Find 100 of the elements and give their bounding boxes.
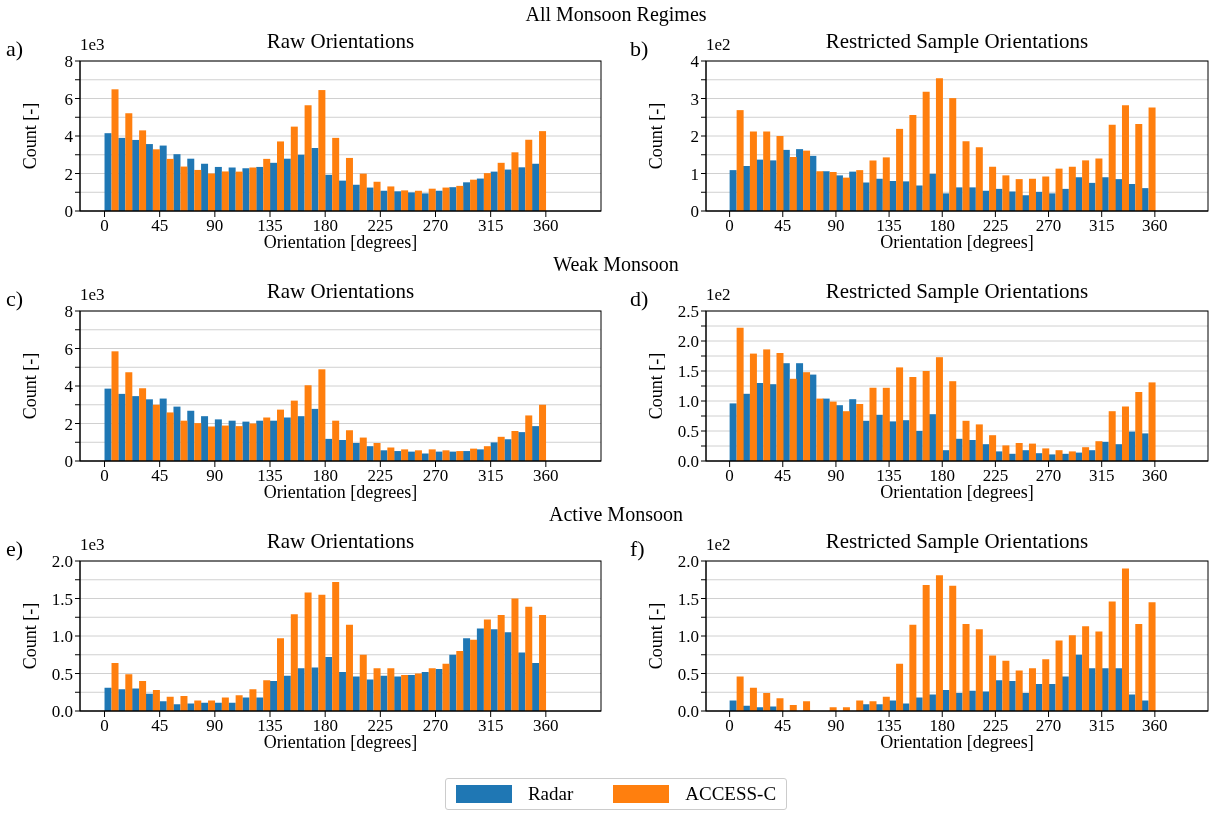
bar — [782, 149, 790, 211]
y-tick-label: 1.5 — [677, 362, 699, 382]
bar — [1028, 668, 1036, 711]
bar — [869, 160, 877, 211]
bar — [525, 415, 533, 461]
bar — [789, 378, 797, 461]
y-tick-label: 2.0 — [677, 332, 699, 352]
bar — [803, 701, 811, 711]
x-tick-label: 0 — [100, 216, 109, 236]
bar — [490, 171, 498, 211]
bar — [194, 423, 202, 461]
bar — [297, 154, 305, 211]
bar — [152, 149, 160, 211]
bar — [869, 701, 877, 711]
bar — [869, 387, 877, 461]
bar — [1095, 631, 1103, 711]
bar — [511, 152, 519, 211]
y-axis-title: Count [-] — [20, 102, 40, 170]
bar — [1148, 107, 1156, 211]
x-tick-label: 45 — [774, 216, 792, 236]
bar — [1135, 624, 1143, 711]
bar — [1101, 441, 1109, 461]
bar — [962, 420, 970, 461]
bar — [922, 585, 930, 711]
y-tick-label: 1.5 — [51, 589, 73, 609]
bar — [414, 673, 422, 711]
bar — [1068, 451, 1076, 461]
bar — [518, 432, 526, 461]
bar — [338, 672, 346, 711]
x-tick-label: 315 — [477, 216, 504, 236]
bar — [332, 420, 340, 461]
bar — [352, 184, 360, 211]
bar — [277, 638, 285, 711]
bar — [139, 681, 147, 711]
bar — [896, 128, 904, 211]
bar — [497, 162, 505, 211]
bar — [816, 398, 824, 461]
bar — [201, 416, 209, 461]
y-tick-label: 1.5 — [677, 589, 699, 609]
bar — [456, 651, 464, 711]
x-tick-label: 45 — [151, 216, 169, 236]
text: 1e2 — [706, 35, 731, 55]
bar — [915, 185, 923, 211]
bar — [1148, 382, 1156, 461]
y-tick-label: 2.5 — [677, 302, 699, 322]
bar — [414, 190, 422, 211]
bar — [208, 173, 216, 211]
bar — [263, 680, 271, 711]
bar — [1002, 660, 1010, 711]
bar — [470, 179, 478, 211]
bar — [1068, 166, 1076, 211]
bar — [277, 141, 285, 211]
y-tick-label: 2 — [64, 414, 73, 434]
bar — [125, 372, 133, 461]
bar — [1048, 193, 1056, 211]
bar — [470, 639, 478, 711]
bar — [139, 130, 147, 211]
bar — [145, 144, 153, 211]
y-tick-label: 2 — [64, 164, 73, 184]
text: b) — [630, 36, 649, 62]
bar — [338, 180, 346, 211]
bar — [1141, 433, 1149, 461]
chart-title: Restricted Sample Orientations — [825, 29, 1089, 53]
bar — [882, 157, 890, 211]
text: Active Monsoon — [548, 503, 684, 526]
bar — [1121, 406, 1129, 461]
bar — [111, 663, 119, 711]
bar — [235, 171, 243, 211]
bar — [111, 89, 119, 211]
bar — [235, 426, 243, 461]
bar — [935, 357, 943, 461]
bar — [304, 385, 312, 461]
bar — [1121, 568, 1129, 711]
y-axis-title: Count [-] — [20, 602, 40, 670]
bar — [1015, 179, 1023, 211]
bar — [256, 166, 264, 211]
text: 1e3 — [80, 35, 105, 55]
y-tick-label: 0.0 — [677, 702, 699, 722]
bar — [483, 446, 491, 461]
bar — [421, 193, 429, 211]
bar — [304, 105, 312, 211]
bar — [497, 615, 505, 711]
bar — [829, 172, 837, 211]
bar — [1015, 443, 1023, 461]
bar — [249, 423, 257, 461]
bar — [896, 663, 904, 711]
bar — [763, 693, 771, 711]
x-tick-label: 315 — [1088, 466, 1115, 486]
bar — [421, 672, 429, 711]
y-tick-label: 2 — [690, 127, 699, 147]
bar — [1042, 176, 1050, 211]
bar — [842, 177, 850, 211]
chart-title: Restricted Sample Orientations — [825, 529, 1089, 553]
x-tick-label: 45 — [774, 716, 792, 736]
x-tick-label: 360 — [1142, 216, 1168, 236]
bar — [776, 353, 784, 461]
bar — [511, 431, 519, 461]
x-tick-label: 45 — [151, 466, 169, 486]
bar — [525, 139, 533, 211]
bar — [228, 420, 236, 461]
